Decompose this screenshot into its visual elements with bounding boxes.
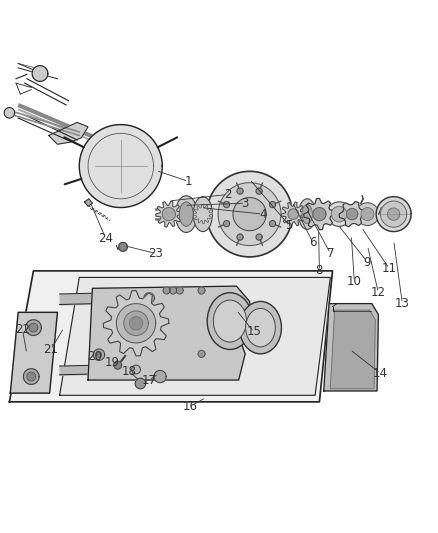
Polygon shape: [324, 304, 378, 391]
Polygon shape: [388, 208, 400, 220]
Polygon shape: [23, 369, 39, 384]
Polygon shape: [93, 349, 105, 360]
Polygon shape: [119, 243, 127, 251]
Polygon shape: [103, 290, 169, 356]
Text: 17: 17: [141, 374, 157, 386]
Text: 15: 15: [247, 326, 261, 338]
Text: 12: 12: [371, 286, 386, 299]
Polygon shape: [193, 205, 212, 224]
Ellipse shape: [193, 197, 212, 231]
Ellipse shape: [356, 203, 379, 225]
Polygon shape: [339, 201, 365, 227]
Polygon shape: [198, 287, 205, 294]
Polygon shape: [154, 370, 166, 383]
Polygon shape: [256, 234, 262, 240]
Text: 11: 11: [382, 262, 397, 275]
Polygon shape: [155, 201, 182, 227]
Polygon shape: [237, 234, 243, 240]
Polygon shape: [346, 208, 358, 220]
Text: 1: 1: [185, 175, 192, 188]
Text: 13: 13: [395, 297, 410, 310]
Text: 21: 21: [43, 343, 58, 356]
Polygon shape: [176, 287, 183, 294]
Polygon shape: [163, 287, 170, 294]
Ellipse shape: [361, 207, 374, 221]
Polygon shape: [256, 188, 262, 194]
Polygon shape: [88, 286, 252, 380]
Text: 3: 3: [241, 197, 249, 209]
Ellipse shape: [327, 202, 351, 227]
Text: 24: 24: [98, 232, 113, 245]
Polygon shape: [85, 199, 92, 206]
Polygon shape: [124, 311, 148, 335]
Polygon shape: [96, 352, 102, 357]
Ellipse shape: [179, 202, 193, 227]
Ellipse shape: [240, 302, 282, 354]
Ellipse shape: [213, 300, 247, 342]
Polygon shape: [281, 202, 305, 226]
Polygon shape: [49, 123, 88, 144]
Polygon shape: [162, 207, 175, 221]
Polygon shape: [29, 323, 38, 332]
Polygon shape: [269, 221, 276, 227]
Polygon shape: [233, 198, 266, 231]
Text: 8: 8: [316, 264, 323, 277]
Polygon shape: [218, 183, 281, 246]
Polygon shape: [32, 66, 48, 82]
Ellipse shape: [207, 293, 253, 350]
Text: 7: 7: [327, 247, 334, 260]
Polygon shape: [207, 171, 292, 257]
Text: 6: 6: [309, 236, 317, 249]
Polygon shape: [381, 201, 407, 227]
Ellipse shape: [331, 206, 347, 222]
Polygon shape: [60, 277, 330, 395]
Polygon shape: [144, 293, 154, 303]
Polygon shape: [223, 201, 230, 208]
Ellipse shape: [302, 205, 312, 224]
Text: 10: 10: [347, 275, 362, 288]
Polygon shape: [237, 188, 243, 194]
Polygon shape: [313, 207, 326, 221]
Text: 16: 16: [183, 400, 198, 413]
Polygon shape: [27, 372, 35, 381]
Polygon shape: [130, 317, 143, 330]
Ellipse shape: [246, 309, 276, 347]
Polygon shape: [223, 221, 230, 227]
Text: 5: 5: [285, 219, 293, 231]
Polygon shape: [376, 197, 411, 231]
Text: 23: 23: [148, 247, 163, 260]
Text: 14: 14: [373, 367, 388, 380]
Polygon shape: [330, 310, 375, 389]
Polygon shape: [135, 378, 146, 389]
Text: 19: 19: [105, 356, 120, 369]
Text: 2: 2: [224, 188, 231, 201]
Polygon shape: [79, 125, 162, 207]
Text: 20: 20: [87, 350, 102, 362]
Text: 9: 9: [364, 256, 371, 269]
Polygon shape: [304, 198, 335, 230]
Polygon shape: [4, 108, 14, 118]
Polygon shape: [170, 287, 177, 294]
Polygon shape: [25, 320, 41, 335]
Text: 22: 22: [15, 324, 30, 336]
Polygon shape: [288, 209, 298, 220]
Ellipse shape: [175, 196, 197, 232]
Text: 4: 4: [259, 208, 266, 221]
Text: 18: 18: [122, 365, 137, 378]
Polygon shape: [198, 350, 205, 357]
Polygon shape: [10, 271, 332, 402]
Polygon shape: [114, 361, 122, 369]
Polygon shape: [11, 312, 57, 393]
Polygon shape: [132, 365, 141, 374]
Ellipse shape: [298, 199, 316, 229]
Polygon shape: [269, 201, 276, 208]
Polygon shape: [117, 304, 155, 343]
